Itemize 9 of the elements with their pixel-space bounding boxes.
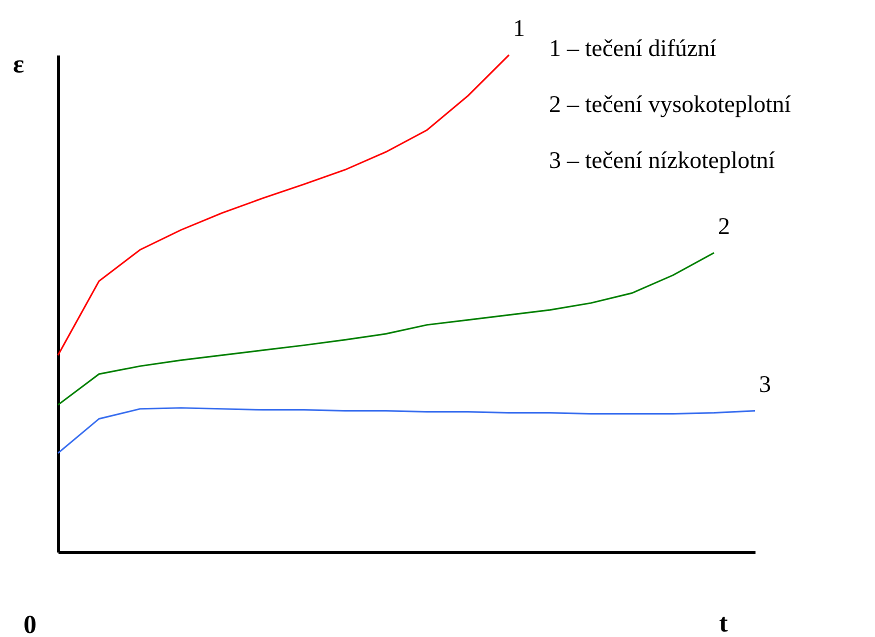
annotation: 3 – tečení nízkoteplotní xyxy=(549,148,776,174)
x-axis-title: t xyxy=(719,608,728,637)
series-label: 3 xyxy=(759,372,771,398)
y-axis-title: ε xyxy=(12,50,24,78)
annotation: 2 – tečení vysokoteplotní xyxy=(549,92,792,118)
series-label: 2 xyxy=(718,214,730,240)
text: 0 xyxy=(24,610,36,637)
series-label: 1 xyxy=(513,16,525,42)
annotation: 1 – tečení difúzní xyxy=(549,36,717,62)
